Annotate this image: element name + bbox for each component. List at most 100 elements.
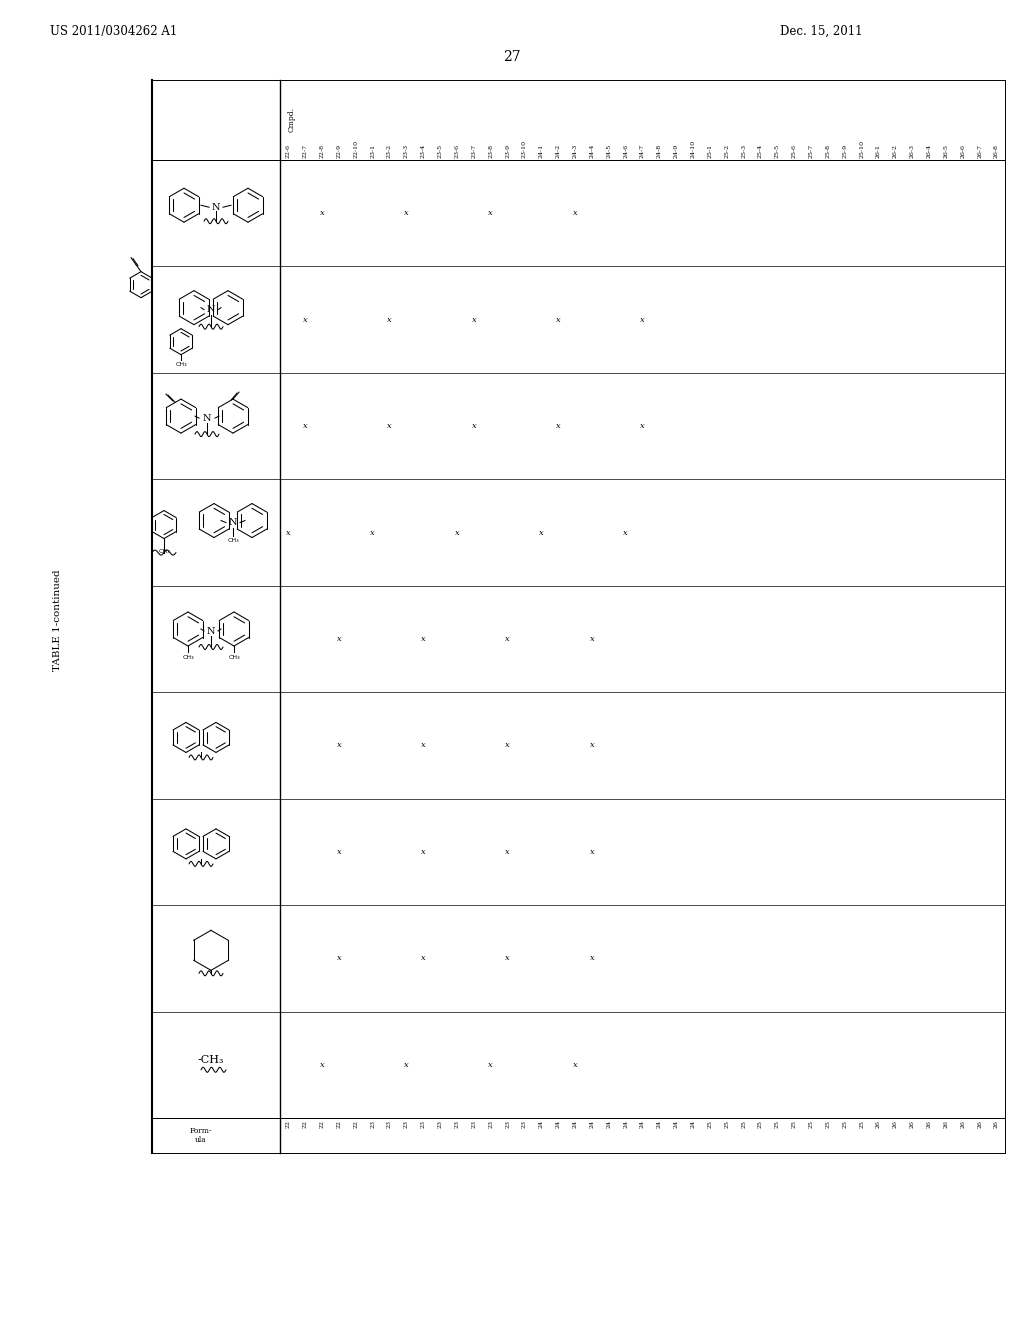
Text: 23: 23 [403, 1119, 409, 1129]
Text: 23: 23 [471, 1119, 476, 1129]
Text: x: x [471, 422, 476, 430]
Text: 25: 25 [825, 1119, 830, 1129]
Text: 26: 26 [893, 1119, 898, 1127]
Text: x: x [421, 742, 426, 750]
Text: 22-6: 22-6 [286, 144, 291, 158]
Text: 24: 24 [640, 1119, 645, 1129]
Text: x: x [488, 210, 494, 218]
Text: x: x [319, 210, 325, 218]
Text: x: x [421, 847, 426, 855]
Text: 25: 25 [843, 1119, 847, 1129]
Text: 24: 24 [572, 1119, 578, 1129]
Text: 23-6: 23-6 [455, 144, 460, 158]
Text: 22-8: 22-8 [319, 144, 325, 158]
Text: 24-4: 24-4 [590, 144, 594, 158]
Text: x: x [539, 528, 544, 536]
Text: x: x [640, 422, 645, 430]
Text: x: x [505, 635, 510, 643]
Text: x: x [421, 954, 426, 962]
Text: x: x [286, 528, 291, 536]
Text: 24-6: 24-6 [624, 144, 628, 158]
Text: 26: 26 [943, 1119, 948, 1127]
Text: 22: 22 [337, 1119, 342, 1129]
Text: 24: 24 [624, 1119, 628, 1129]
Text: -CH₃: -CH₃ [198, 1055, 224, 1065]
Text: CH₃: CH₃ [175, 362, 186, 367]
Text: CH₃: CH₃ [182, 655, 194, 660]
Text: 26-4: 26-4 [927, 144, 932, 158]
Text: 22-9: 22-9 [337, 144, 342, 158]
Text: x: x [505, 847, 510, 855]
Text: 26: 26 [961, 1119, 966, 1127]
Text: 25: 25 [775, 1119, 780, 1129]
Text: 23: 23 [488, 1119, 494, 1129]
Text: 26: 26 [977, 1119, 982, 1127]
Text: 22: 22 [286, 1119, 291, 1129]
Text: 24: 24 [556, 1119, 561, 1129]
Text: 25: 25 [809, 1119, 814, 1129]
Text: 26: 26 [877, 1119, 881, 1127]
Text: x: x [624, 528, 628, 536]
Text: x: x [590, 847, 594, 855]
Text: N: N [228, 517, 238, 527]
Text: 23-10: 23-10 [522, 140, 527, 158]
Text: 25-6: 25-6 [792, 144, 797, 158]
Text: 22: 22 [319, 1119, 325, 1129]
Text: 23-2: 23-2 [387, 144, 392, 158]
Text: 24-3: 24-3 [572, 144, 578, 158]
Text: x: x [371, 528, 375, 536]
Text: 25: 25 [792, 1119, 797, 1129]
Text: 23-4: 23-4 [421, 144, 426, 158]
Text: 26: 26 [994, 1119, 999, 1127]
Text: 26-8: 26-8 [994, 144, 999, 158]
Text: x: x [590, 742, 594, 750]
Text: 24: 24 [690, 1119, 695, 1129]
Text: x: x [455, 528, 460, 536]
Text: CH₃: CH₃ [158, 549, 170, 553]
Text: x: x [303, 315, 307, 323]
Text: 25-9: 25-9 [843, 144, 847, 158]
Text: x: x [572, 210, 578, 218]
Text: 26: 26 [909, 1119, 914, 1127]
Text: 25-2: 25-2 [724, 144, 729, 158]
Text: 23-8: 23-8 [488, 144, 494, 158]
Text: 22: 22 [353, 1119, 358, 1129]
Text: 23-9: 23-9 [505, 144, 510, 158]
Text: 23: 23 [437, 1119, 442, 1129]
Text: 25-7: 25-7 [809, 144, 814, 158]
Text: x: x [337, 847, 341, 855]
Text: TABLE 1-continued: TABLE 1-continued [53, 569, 62, 671]
Text: x: x [572, 1061, 578, 1069]
Text: 25-5: 25-5 [775, 144, 780, 158]
Text: x: x [404, 210, 409, 218]
Text: 23: 23 [421, 1119, 426, 1129]
Text: x: x [505, 954, 510, 962]
Text: CH₃: CH₃ [227, 537, 239, 543]
Text: x: x [640, 315, 645, 323]
Text: 24-5: 24-5 [606, 144, 611, 158]
Text: 24: 24 [656, 1119, 662, 1129]
Text: 26-3: 26-3 [909, 144, 914, 158]
Text: x: x [505, 742, 510, 750]
Text: x: x [337, 635, 341, 643]
Text: N: N [212, 203, 220, 211]
Text: 23: 23 [522, 1119, 527, 1129]
Text: 26-7: 26-7 [977, 144, 982, 158]
Text: 25: 25 [708, 1119, 713, 1129]
Text: x: x [421, 635, 426, 643]
Text: 25-3: 25-3 [741, 144, 746, 158]
Text: 24: 24 [590, 1119, 594, 1129]
Text: x: x [488, 1061, 494, 1069]
Text: 25-1: 25-1 [708, 144, 713, 158]
Text: x: x [471, 315, 476, 323]
Text: 22-10: 22-10 [353, 140, 358, 158]
Text: 26: 26 [927, 1119, 932, 1127]
Text: x: x [319, 1061, 325, 1069]
Text: x: x [337, 742, 341, 750]
Text: Dec. 15, 2011: Dec. 15, 2011 [780, 25, 862, 38]
Text: 26-1: 26-1 [877, 144, 881, 158]
Text: x: x [590, 954, 594, 962]
Text: 26-5: 26-5 [943, 144, 948, 158]
Text: x: x [404, 1061, 409, 1069]
Text: 27: 27 [503, 50, 521, 63]
